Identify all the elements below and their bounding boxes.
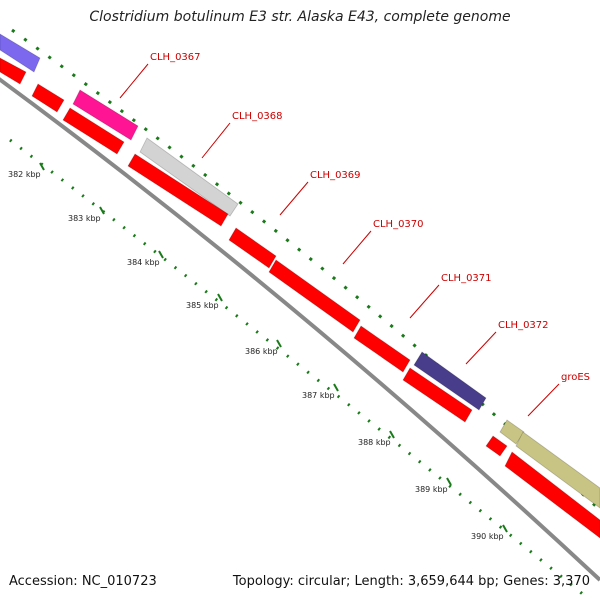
gene-label[interactable]: CLH_0367 [150,52,201,63]
tick-mark [39,162,45,171]
cds-arrow[interactable] [228,227,277,269]
purple-gene-arrow[interactable] [0,33,41,73]
cds-arrow[interactable] [0,57,27,85]
tick-mark [502,524,508,533]
map-title: Clostridium botulinum E3 str. Alaska E43… [89,9,511,25]
tick-mark [389,430,395,439]
tick-label: 384 kbp [127,258,160,267]
navy-gene-arrow[interactable] [413,351,487,411]
label-leader-line [342,230,372,265]
tick-label: 390 kbp [471,532,504,541]
tick-label: 382 kbp [8,170,41,179]
gene-label[interactable]: CLH_0370 [373,219,424,230]
tick-mark [276,339,282,348]
cds-arrow[interactable] [485,435,508,457]
accession-text: Accession: NC_010723 [9,574,157,589]
outer-gene-track [0,33,600,509]
label-leader-line [465,331,497,365]
label-leader-line [201,122,231,159]
cds-arrow[interactable] [31,83,65,113]
gene-label[interactable]: groES [561,372,590,383]
gene-label[interactable]: CLH_0371 [441,273,492,284]
label-leader-line [279,181,309,216]
tick-label-layer: 382 kbp 383 kbp 384 kbp 385 kbp 386 kbp 387 k… [8,162,508,541]
tick-label: 383 kbp [68,214,101,223]
tick-label: 388 kbp [358,438,391,447]
gene-label[interactable]: CLH_0368 [232,111,283,122]
tick-mark [446,477,452,486]
gene-label-layer: CLH_0367 CLH_0368 CLH_0369 CLH_0370 CLH_0371… [119,52,590,417]
backbone-arc [0,77,600,582]
label-leader-line [119,63,149,99]
cds-arrow[interactable] [402,367,473,423]
tick-label: 385 kbp [186,301,219,310]
tick-mark [333,383,339,392]
genome-summary-text: Topology: circular; Length: 3,659,644 bp… [232,574,590,589]
label-leader-line [409,284,440,319]
cds-arrow[interactable] [127,153,229,227]
tick-label: 386 kbp [245,347,278,356]
gene-label[interactable]: CLH_0369 [310,170,361,181]
pink-gene-arrow[interactable] [72,89,139,141]
cds-arrow[interactable] [268,259,361,333]
tick-label: 387 kbp [302,391,335,400]
label-leader-line [527,383,560,417]
inner-gene-track [0,57,600,539]
cds-arrow[interactable] [62,107,125,155]
cds-arrow[interactable] [353,325,411,373]
cds-arrow[interactable] [504,451,600,539]
tick-mark [99,206,105,215]
olive-gene-arrow-1[interactable] [499,419,525,445]
tick-label: 389 kbp [415,485,448,494]
inner-dotted-track [9,138,591,600]
olive-gene-arrow-2[interactable] [515,431,600,509]
tick-mark [217,293,223,302]
tick-mark [158,250,164,259]
gray-gene-arrow[interactable] [139,137,239,217]
gene-label[interactable]: CLH_0372 [498,320,549,331]
